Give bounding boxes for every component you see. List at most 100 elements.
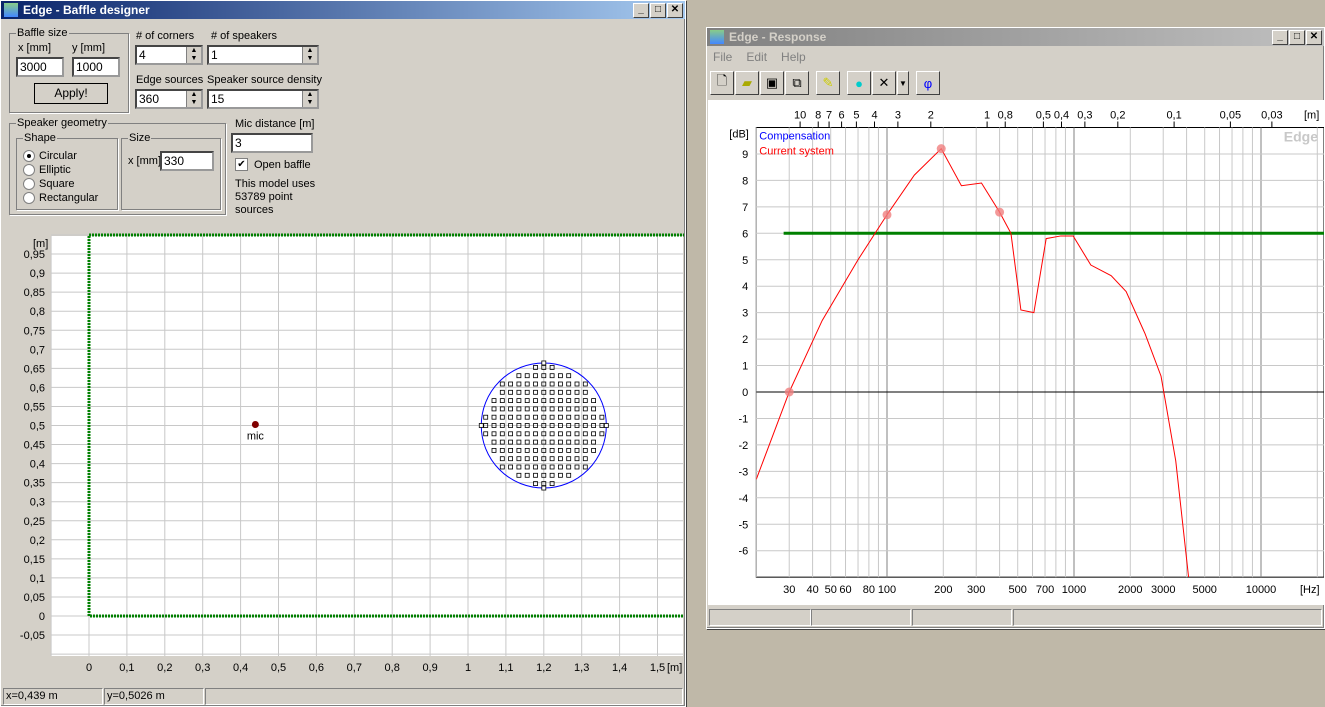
- point-source: [516, 389, 522, 395]
- point-source: [549, 381, 555, 387]
- x-tick-label: 1,3: [574, 662, 589, 674]
- point-source: [508, 406, 514, 412]
- y-tick-label: 0: [742, 387, 748, 399]
- top-tick-label: 0,4: [1054, 110, 1069, 122]
- density-label: Speaker source density: [207, 74, 322, 86]
- response-chart[interactable]: 30 40 50 60 80 100 200 300 500 700 1000 2000 3000 500…: [708, 100, 1324, 605]
- maximize-button[interactable]: □: [1289, 30, 1305, 45]
- new-icon[interactable]: 🗋: [710, 71, 734, 95]
- y-tick-label: -2: [739, 440, 749, 452]
- y-unit: [dB]: [729, 129, 749, 141]
- spin-icon[interactable]: ▲ ▼: [302, 47, 317, 63]
- shape-radio-square[interactable]: Square: [23, 177, 98, 191]
- bell-icon[interactable]: ●: [847, 71, 871, 95]
- size-x-label: x [mm]: [128, 155, 161, 167]
- pencil-icon[interactable]: ✎: [816, 71, 840, 95]
- point-source: [549, 472, 555, 478]
- density-input[interactable]: 15 ▲ ▼: [207, 89, 319, 109]
- mic-marker: [251, 421, 259, 429]
- save-icon[interactable]: ▣: [760, 71, 784, 95]
- point-source: [558, 439, 563, 445]
- x-tick-label: 0,2: [157, 662, 172, 674]
- point-source: [533, 373, 538, 379]
- point-source: [574, 456, 580, 462]
- baffle-plot[interactable]: 0 0,1 0,2 0,3 0,4 0,5 0,6 0,7 0,8 0,9 1 1,1 1,2 1,3 1,…: [1, 231, 684, 686]
- x-tick-label: 40: [806, 584, 818, 596]
- x-unit: [Hz]: [1300, 584, 1320, 596]
- point-source: [582, 389, 588, 395]
- point-source: [491, 406, 497, 412]
- point-source: [574, 423, 580, 428]
- point-source: [582, 447, 588, 453]
- menu-help[interactable]: Help: [781, 50, 806, 64]
- y-tick-label: 5: [742, 255, 748, 267]
- close-button[interactable]: ✕: [667, 3, 683, 18]
- y-tick-label: -4: [739, 493, 749, 505]
- top-tick-label: 5: [853, 110, 859, 122]
- speakers-input[interactable]: 1 ▲ ▼: [207, 45, 319, 65]
- status-pane: [811, 609, 911, 626]
- baffle-outline: [87, 233, 684, 618]
- baffle-y-input[interactable]: 1000: [72, 57, 120, 77]
- point-source: [499, 398, 505, 404]
- point-source: [499, 381, 505, 387]
- open-baffle-checkbox[interactable]: ✔ Open baffle: [235, 158, 311, 171]
- shape-radio-circular[interactable]: Circular: [23, 149, 98, 163]
- mic-distance-input[interactable]: 3: [231, 133, 313, 153]
- apply-button[interactable]: Apply!: [34, 83, 108, 104]
- maximize-button[interactable]: □: [650, 3, 666, 18]
- spin-icon[interactable]: ▲ ▼: [186, 47, 201, 63]
- point-source: [516, 381, 522, 387]
- point-source: [582, 439, 588, 445]
- phi-icon[interactable]: φ: [916, 71, 940, 95]
- menu-file[interactable]: File: [713, 50, 733, 64]
- point-source: [566, 472, 572, 478]
- y-tick-label: 6: [742, 228, 748, 240]
- minimize-button[interactable]: _: [633, 3, 649, 18]
- open-icon[interactable]: ▰: [735, 71, 759, 95]
- point-source: [524, 464, 530, 470]
- y-unit: [m]: [33, 238, 48, 250]
- spin-icon[interactable]: ▲ ▼: [302, 91, 317, 107]
- shape-radio-rectangular[interactable]: Rectangular: [23, 191, 98, 205]
- point-source: [499, 464, 505, 470]
- y-tick-label: 9: [742, 149, 748, 161]
- y-tick-label: -3: [739, 466, 749, 478]
- point-source: [516, 447, 522, 453]
- point-source: [533, 389, 538, 395]
- point-source: [574, 406, 580, 412]
- point-source: [541, 447, 547, 453]
- open-baffle-label: Open baffle: [254, 158, 311, 171]
- edge-sources-value: 360: [139, 92, 160, 106]
- point-source: [499, 431, 505, 437]
- point-source: [533, 481, 538, 487]
- edge-sources-input[interactable]: 360 ▲ ▼: [135, 89, 203, 109]
- menu-edit[interactable]: Edit: [746, 50, 768, 64]
- point-source: [574, 447, 580, 453]
- point-source: [549, 414, 555, 420]
- y-label: y [mm]: [72, 42, 105, 54]
- y-tick-label: 8: [742, 175, 748, 187]
- point-source: [508, 389, 514, 395]
- y-tick-label: 0,4: [30, 459, 45, 471]
- copy-icon[interactable]: ⧉: [785, 71, 809, 95]
- shape-radio-elliptic[interactable]: Elliptic: [23, 163, 98, 177]
- status-pane: [709, 609, 811, 626]
- point-source: [549, 373, 555, 379]
- delete-icon[interactable]: ✕: [872, 71, 896, 95]
- minimize-button[interactable]: _: [1272, 30, 1288, 45]
- point-source: [491, 431, 497, 437]
- spin-icon[interactable]: ▲ ▼: [186, 91, 201, 107]
- close-button[interactable]: ✕: [1306, 30, 1322, 45]
- baffle-x-input[interactable]: 3000: [16, 57, 64, 77]
- status-empty: [205, 688, 683, 705]
- x-tick-label: 300: [967, 584, 985, 596]
- curve-marker: [882, 210, 892, 220]
- point-source: [516, 472, 522, 478]
- point-source: [491, 414, 497, 420]
- dropdown-icon[interactable]: ▼: [897, 71, 909, 95]
- corners-input[interactable]: 4 ▲ ▼: [135, 45, 203, 65]
- size-x-input[interactable]: 330: [160, 151, 214, 171]
- point-source: [516, 414, 522, 420]
- speakers-label: # of speakers: [211, 30, 278, 42]
